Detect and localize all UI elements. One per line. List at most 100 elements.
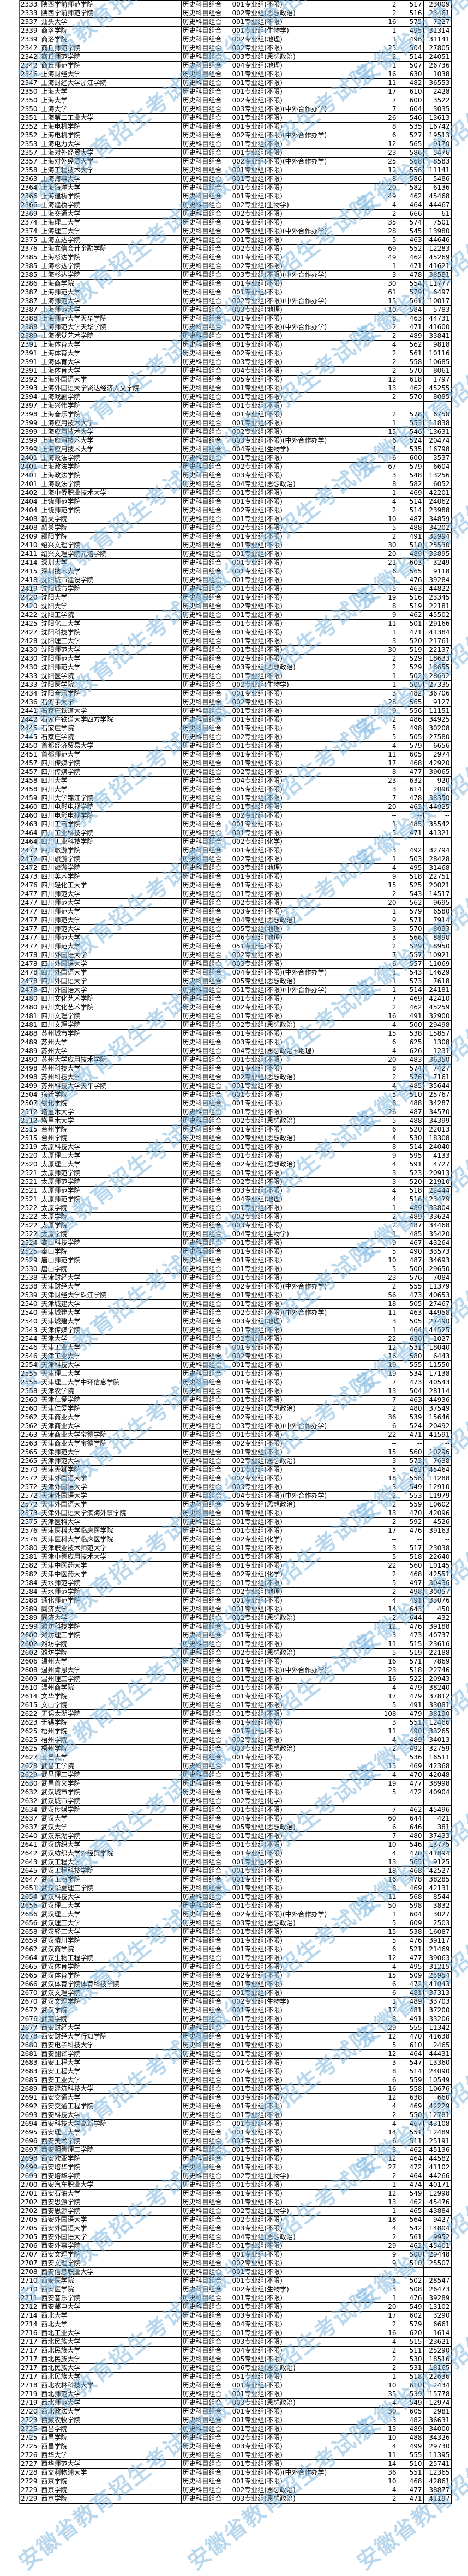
school-name-cell: 天津工业大学 [39,1352,182,1361]
min-rank-cell: 7638 [423,1456,452,1466]
major-group-cell: 004专业组(思想政治) [230,480,377,489]
subject-combination-cell: 历史科目组合 [181,1273,231,1283]
min-rank-cell: 38350 [423,794,452,803]
school-code-cell: 2717 [19,2355,40,2364]
subject-combination-cell: 历史科目组合 [181,314,231,323]
school-code-cell: 2477 [19,898,40,908]
min-rank-cell: 35420 [423,1230,452,1239]
subject-combination-cell: 历史科目组合 [181,2276,231,2285]
subject-combination-cell: 历史科目组合 [181,637,231,646]
subject-combination-cell: 历史科目组合 [181,1840,231,1849]
plan-count-cell: 30 [376,2407,398,2416]
major-group-cell: 001专业组(不限) [230,1247,377,1256]
school-code-cell: 2647 [19,1875,40,1884]
major-group-cell: 001专业组(不限) [230,1378,377,1387]
min-score-cell: 521 [397,1945,424,1954]
min-rank-cell: 8093 [423,924,452,934]
major-group-cell: 003专业组(不限) [230,2093,377,2102]
school-code-cell: 2391 [19,358,40,367]
min-rank-cell: 20492 [423,1422,452,1431]
subject-combination-cell: 历史科目组合 [181,497,231,506]
min-rank-cell: 15646 [423,1413,452,1422]
major-group-cell: 001专业组(不限) [230,715,377,724]
table-row: 2544 天津大学 历史科目组合 002专业组(不限) 22 630 1027 [19,1334,452,1344]
table-row: 2529 唐山师范学院 历史科目组合 001专业组(不限) 10 487 34693 [19,1256,452,1265]
min-rank-cell: 12998 [423,2189,452,2198]
table-row: 2464 四川工业科技学院 历史科目组合 001专业组(不限) 5 471 41321 [19,829,452,838]
min-rank-cell: 7161 [423,1073,452,1082]
min-score-cell: 536 [397,1753,424,1762]
min-score-cell: 510 [397,2259,424,2268]
min-score-cell: 571 [397,916,424,925]
plan-count-cell: 16 [376,1875,398,1884]
subject-combination-cell: 历史科目组合 [181,2233,231,2242]
major-group-cell: 001专业组(不限) [230,2198,377,2207]
major-group-cell: 051专业组(不限) [230,942,377,951]
min-rank-cell: 9118 [423,567,452,576]
subject-combination-cell: 历史科目组合 [181,366,231,376]
major-group-cell: 001专业组(不限) [230,549,377,559]
min-score-cell: 519 [397,602,424,611]
subject-combination-cell: 历史科目组合 [181,2311,231,2320]
school-name-cell: 深圳大学 [39,558,182,567]
plan-count-cell: 4 [376,1195,398,1204]
major-group-cell: 002专业组(不限)(中外合作办学) [230,1282,377,1291]
school-code-cell: 2420 [19,602,40,611]
table-row: 2717 西北民族大学 历史科目组合 006专业组(思想政治) 2 531 18165 [19,2363,452,2373]
school-code-cell: 2645 [19,1866,40,1876]
min-score-cell: 644 [397,1814,424,1823]
school-name-cell: 沈阳大学 [39,593,182,602]
school-code-cell: 2589 [19,1613,40,1623]
plan-count-cell: 108 [376,1709,398,1719]
school-code-cell: 2718 [19,2381,40,2390]
table-row: 2481 四川文理学院 历史科目组合 002专业组(思想政治) 4 500 29498 [19,1020,452,1030]
school-code-cell: 2445 [19,733,40,742]
plan-count-cell: 8 [376,1142,398,1152]
school-code-cell: 2584 [19,1587,40,1597]
school-name-cell: 绥化学院 [39,1099,182,1108]
min-score-cell: 467 [397,1238,424,1248]
min-score-cell: 527 [397,131,424,140]
min-rank-cell: 28114 [423,1387,452,1396]
min-score-cell: 510 [397,1090,424,1099]
subject-combination-cell: 历史科目组合 [181,584,231,594]
major-group-cell: 002专业组(生物学) [230,2172,377,2181]
subject-combination-cell: 历史科目组合 [181,384,231,393]
plan-count-cell: 3 [376,1456,398,1466]
plan-count-cell: 2 [376,331,398,341]
min-rank-cell: 44822 [423,584,452,594]
min-rank-cell: 34570 [423,1108,452,1117]
school-code-cell: 2398 [19,410,40,419]
subject-combination-cell: 历史科目组合 [181,1517,231,1527]
school-name-cell: 太原师范学院 [39,1177,182,1187]
plan-count-cell: 35 [376,218,398,227]
min-score-cell: 552 [397,244,424,253]
school-name-cell: 上海杉达学院 [39,262,182,271]
major-group-cell: 002专业组(化学) [230,1570,377,1579]
table-row: 2727 西华师范大学 历史科目组合 001专业组(不限) 14 510 25741 [19,2459,452,2469]
plan-count-cell: 1 [376,1910,398,1919]
plan-count-cell: 17 [376,1692,398,1701]
school-code-cell: 2399 [19,419,40,428]
school-name-cell: 商丘师范学院 [39,44,182,53]
subject-combination-cell: 历史科目组合 [181,1535,231,1544]
plan-count-cell: 1 [376,985,398,995]
table-row: 2562 天津商业大学 历史科目组合 003专业组(不限)(中外合作办学) 6 524 20… [19,1422,452,1431]
subject-combination-cell: 历史科目组合 [181,1814,231,1823]
min-rank-cell: 5783 [423,305,452,315]
plan-count-cell: 2 [376,654,398,663]
table-row: 2524 泰山科技学院 历史科目组合 001专业组(不限) 9 467 43264 [19,1238,452,1248]
min-score-cell: 477 [397,1779,424,1788]
school-name-cell: 天津农学院 [39,1387,182,1396]
min-rank-cell: 3035 [423,105,452,114]
school-code-cell: 2408 [19,515,40,524]
min-score-cell: -- [397,811,424,820]
subject-combination-cell: 历史科目组合 [181,349,231,358]
min-score-cell: 500 [397,1020,424,1030]
plan-count-cell: 4 [376,1736,398,1745]
school-name-cell: 唐山学院 [39,1265,182,1274]
school-name-cell: 西北民族大学 [39,2346,182,2355]
table-row: 2530 唐山学院 历史科目组合 001专业组(不限) 5 500 29650 [19,1265,452,1274]
school-code-cell: 2392 [19,375,40,384]
min-score-cell: 462 [397,2198,424,2207]
